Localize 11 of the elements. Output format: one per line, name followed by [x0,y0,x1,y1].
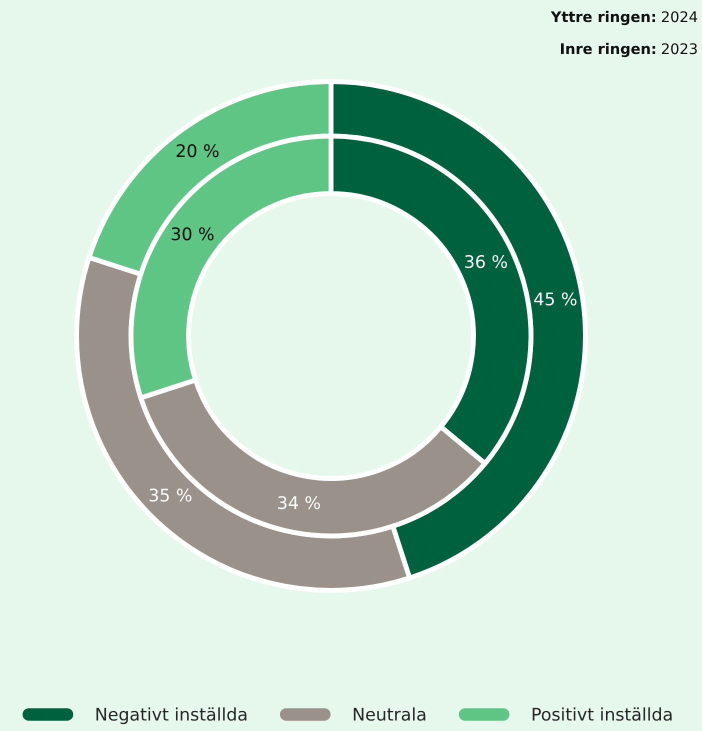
text: Inre ringen: 2023 [561,42,697,58]
data-label: 30 % [172,227,214,240]
data-label: 36 % [465,255,508,268]
legend-label: Neutrala [354,707,426,721]
data-label: 45 % [534,292,576,306]
legend-label: Positivt inställda [532,707,672,721]
text: Yttre ringen: 2024 [550,10,698,26]
legend-label: Negativt inställda [96,707,246,724]
data-label: 20 % [176,144,219,158]
data-label: 35 % [150,488,192,502]
data-label: 34 % [278,496,320,510]
